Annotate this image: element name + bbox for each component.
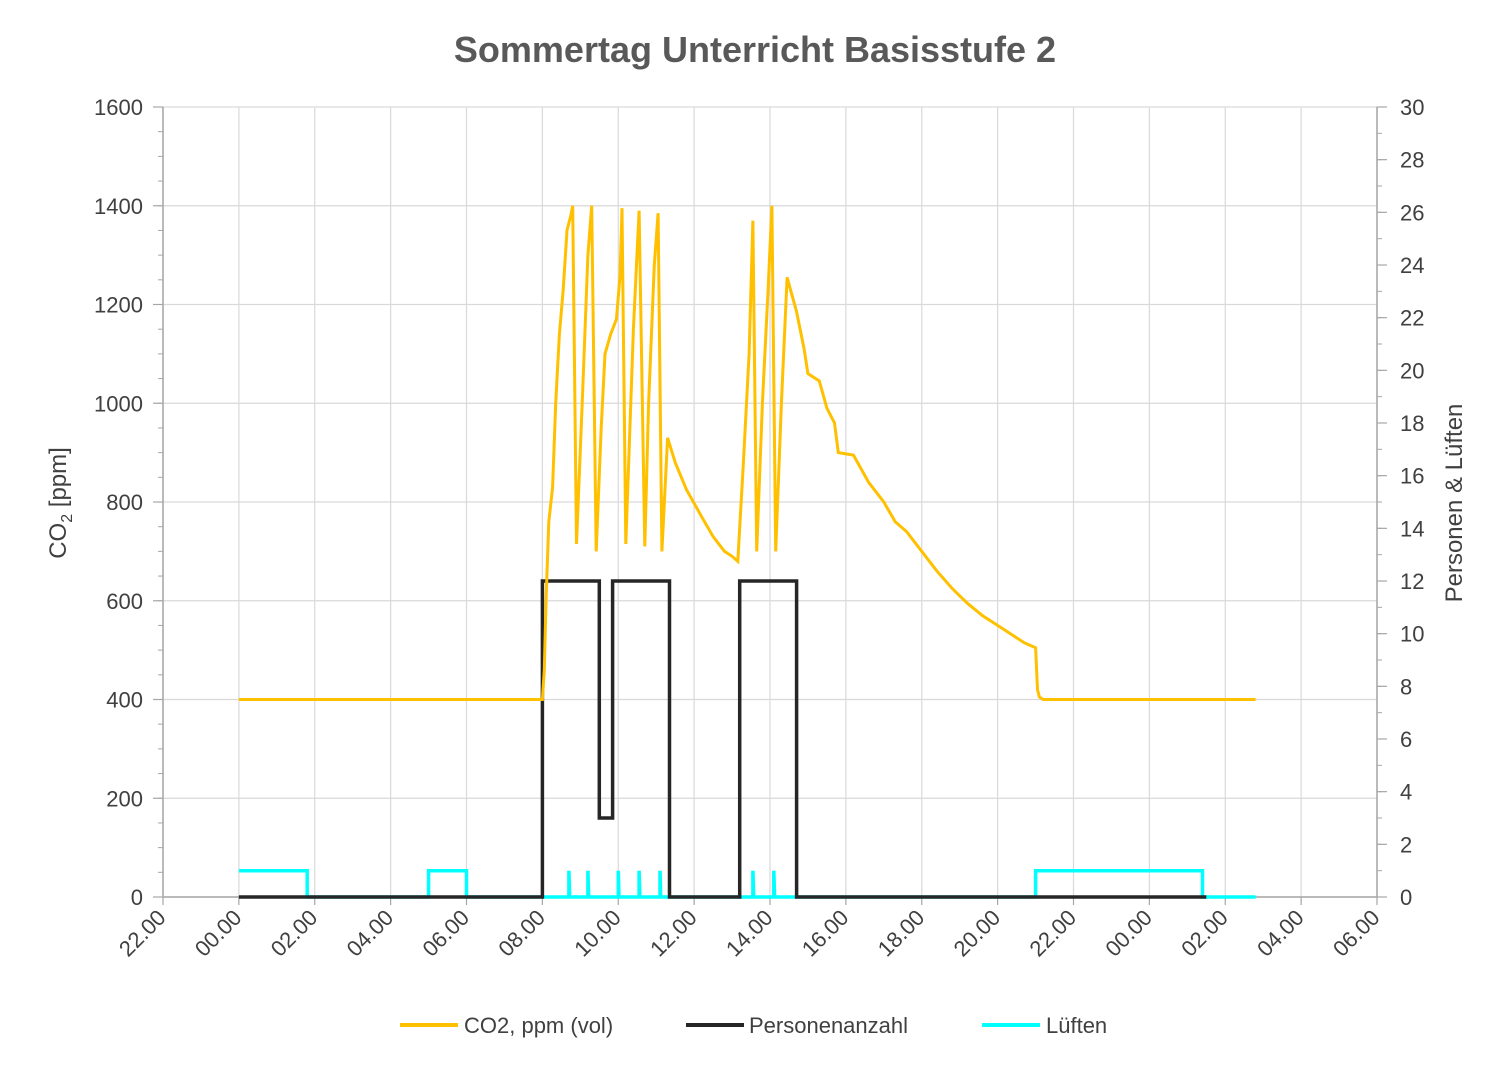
y-tick-label-left: 0 — [131, 885, 143, 910]
legend-label-lueften: Lüften — [1046, 1013, 1107, 1038]
legend: CO2, ppm (vol) Personenanzahl Lüften — [400, 1013, 1107, 1038]
y-tick-label-right: 0 — [1400, 885, 1412, 910]
y-tick-label-left: 200 — [106, 786, 143, 811]
legend-label-personenanzahl: Personenanzahl — [749, 1013, 908, 1038]
y-tick-label-right: 20 — [1400, 358, 1424, 383]
y-tick-label-right: 28 — [1400, 148, 1424, 173]
y-tick-label-right: 4 — [1400, 780, 1412, 805]
legend-item-co2: CO2, ppm (vol) — [400, 1013, 613, 1038]
y-tick-label-left: 1600 — [94, 95, 143, 120]
y-tick-label-right: 12 — [1400, 569, 1424, 594]
legend-item-personenanzahl: Personenanzahl — [686, 1013, 908, 1038]
y-tick-label-left: 1000 — [94, 391, 143, 416]
y-axis-left-title: CO2 [ppm] — [45, 447, 76, 559]
y-axis-right-title: Personen & Lüften — [1441, 404, 1468, 603]
y-tick-label-left: 400 — [106, 688, 143, 713]
y-tick-label-right: 8 — [1400, 674, 1412, 699]
series-layer — [238, 205, 1256, 899]
y-tick-label-right: 2 — [1400, 832, 1412, 857]
series-line-2 — [238, 868, 1256, 899]
y-tick-label-right: 16 — [1400, 464, 1424, 489]
y-tick-label-right: 22 — [1400, 306, 1424, 331]
y-tick-label-left: 800 — [106, 490, 143, 515]
legend-label-co2: CO2, ppm (vol) — [464, 1013, 613, 1038]
left-axis-ticks: 0 200 400 600 800 1000 1200 1400 1600 — [94, 95, 163, 910]
chart-title: Sommertag Unterricht Basisstufe 2 — [454, 29, 1056, 70]
y-tick-label-right: 10 — [1400, 622, 1424, 647]
y-tick-label-right: 6 — [1400, 727, 1412, 752]
y-tick-label-left: 1400 — [94, 194, 143, 219]
y-tick-label-right: 24 — [1400, 253, 1424, 278]
y-tick-label-right: 26 — [1400, 200, 1424, 225]
legend-item-lueften: Lüften — [982, 1013, 1107, 1038]
y-tick-label-right: 14 — [1400, 516, 1424, 541]
y-tick-label-left: 1200 — [94, 293, 143, 318]
series-line-1 — [238, 579, 1207, 899]
y-tick-label-right: 18 — [1400, 411, 1424, 436]
y-tick-label-left: 600 — [106, 589, 143, 614]
series-line-0 — [238, 205, 1256, 701]
y-tick-label-right: 30 — [1400, 95, 1424, 120]
